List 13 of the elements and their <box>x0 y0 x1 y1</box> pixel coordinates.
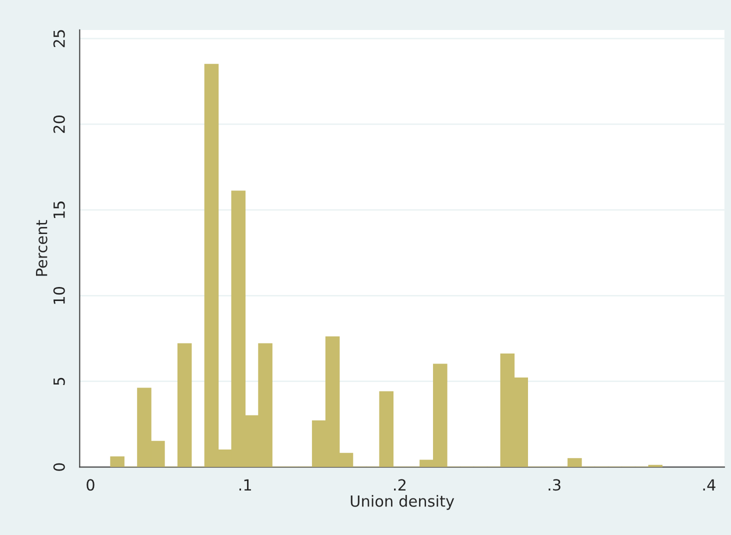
x-tick-label: 0 <box>86 479 94 491</box>
y-tick-label: 10 <box>53 286 65 304</box>
x-tick-label: .4 <box>703 479 716 490</box>
y-tick-label: 20 <box>53 116 65 133</box>
y-axis-title: Percent <box>36 220 48 276</box>
y-tick-label: 0 <box>53 463 65 471</box>
x-axis-title: Union density <box>350 495 454 510</box>
x-tick-label: .3 <box>548 479 560 491</box>
x-tick-label: .1 <box>239 479 251 490</box>
y-tick-label: 15 <box>54 202 65 218</box>
x-tick-label: .2 <box>394 479 406 490</box>
y-tick-label: 5 <box>54 378 65 386</box>
y-tick-label: 25 <box>53 30 65 48</box>
